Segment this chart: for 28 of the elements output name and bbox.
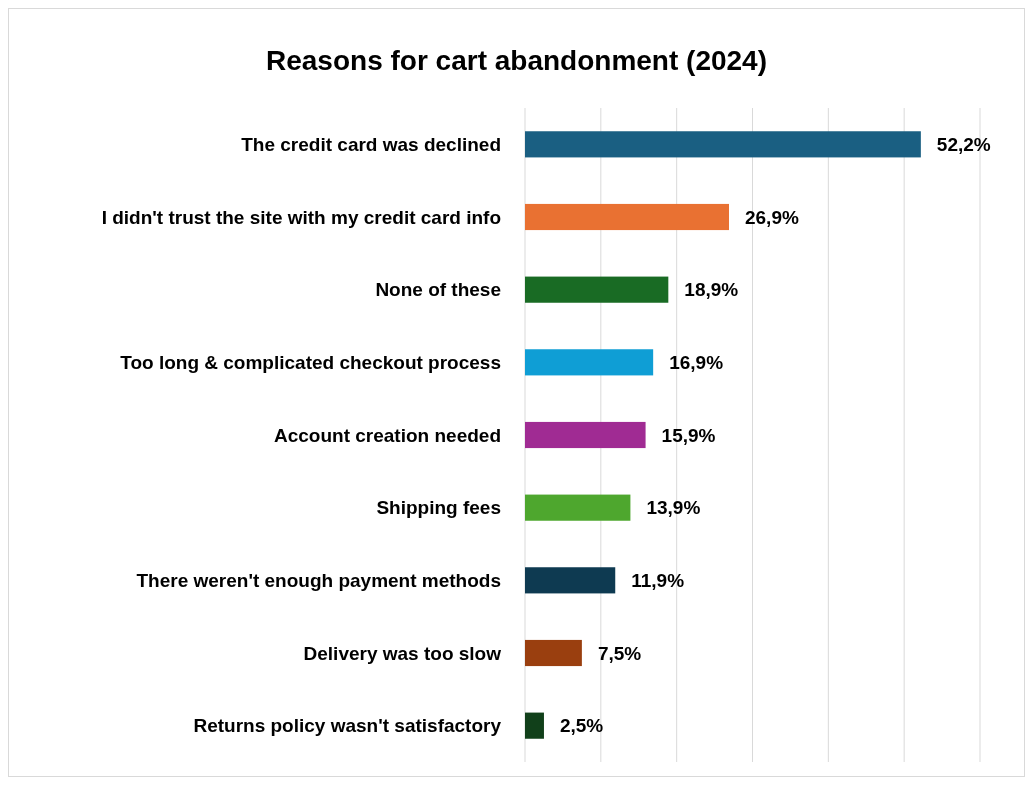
data-label: 2,5% <box>559 715 604 737</box>
data-label: 11,9% <box>631 569 685 591</box>
bar <box>525 421 646 449</box>
bar <box>525 203 729 231</box>
bar <box>525 276 669 303</box>
data-label: 13,9% <box>646 497 701 519</box>
data-label: 52,2% <box>936 133 991 155</box>
bar <box>525 349 654 376</box>
y-tick-label: Delivery was too slow <box>303 642 502 664</box>
bar <box>525 567 616 594</box>
bar <box>525 639 582 667</box>
y-tick-label: Shipping fees <box>376 497 501 519</box>
y-tick-label: None of these <box>375 279 501 301</box>
y-tick-label: Too long & complicated checkout process <box>120 351 501 373</box>
y-tick-label: The credit card was declined <box>241 133 501 155</box>
y-tick-label: There weren't enough payment methods <box>136 569 501 591</box>
y-tick-label: Returns policy wasn't satisfactory <box>193 715 502 737</box>
y-tick-label: Account creation needed <box>274 424 501 446</box>
y-tick-label: I didn't trust the site with my credit card info <box>101 206 501 228</box>
data-label: 16,9% <box>669 351 724 373</box>
bar <box>525 712 544 739</box>
data-label: 26,9% <box>744 206 799 228</box>
chart-title: Reasons for cart abandonment (2024) <box>265 45 768 76</box>
data-label: 7,5% <box>597 642 642 664</box>
bar <box>525 131 921 158</box>
data-label: 15,9% <box>661 424 716 446</box>
bar <box>525 494 631 521</box>
data-label: 18,9% <box>684 279 739 301</box>
